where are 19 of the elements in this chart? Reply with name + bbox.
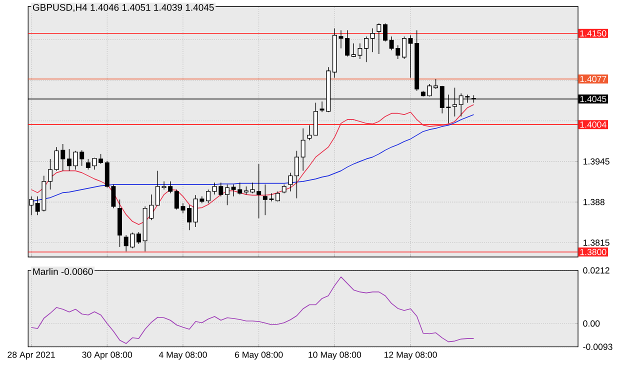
y-tick-label: 1.3945: [584, 158, 610, 165]
ref-line-label: 1.4004: [580, 122, 606, 128]
y-tick-label: 0.00: [583, 320, 600, 327]
chart-title: GBPUSD,H4 1.4046 1.4051 1.4039 1.4045: [32, 4, 214, 12]
y-tick-label: 1.3815: [584, 240, 610, 246]
chart-title: Marlin -0.0060: [33, 268, 93, 276]
x-tick-label: 6 May 08:00: [234, 352, 283, 360]
ref-line-label: 1.3800: [580, 248, 606, 256]
ref-line-label: 1.4045: [580, 96, 606, 102]
ref-line-label: 1.4077: [580, 76, 606, 82]
y-tick-label: 1.388: [584, 199, 605, 206]
x-tick-label: 30 Apr 08:00: [82, 352, 132, 360]
x-tick-label: 28 Apr 2021: [8, 352, 55, 360]
y-tick-label: -0.0093: [583, 344, 612, 350]
y-tick-label: 0.0212: [583, 267, 610, 274]
ref-line-label: 1.4150: [580, 30, 606, 37]
x-tick-label: 4 May 08:00: [158, 352, 207, 360]
x-tick-label: 10 May 08:00: [308, 352, 362, 360]
x-tick-label: 12 May 08:00: [384, 352, 437, 360]
